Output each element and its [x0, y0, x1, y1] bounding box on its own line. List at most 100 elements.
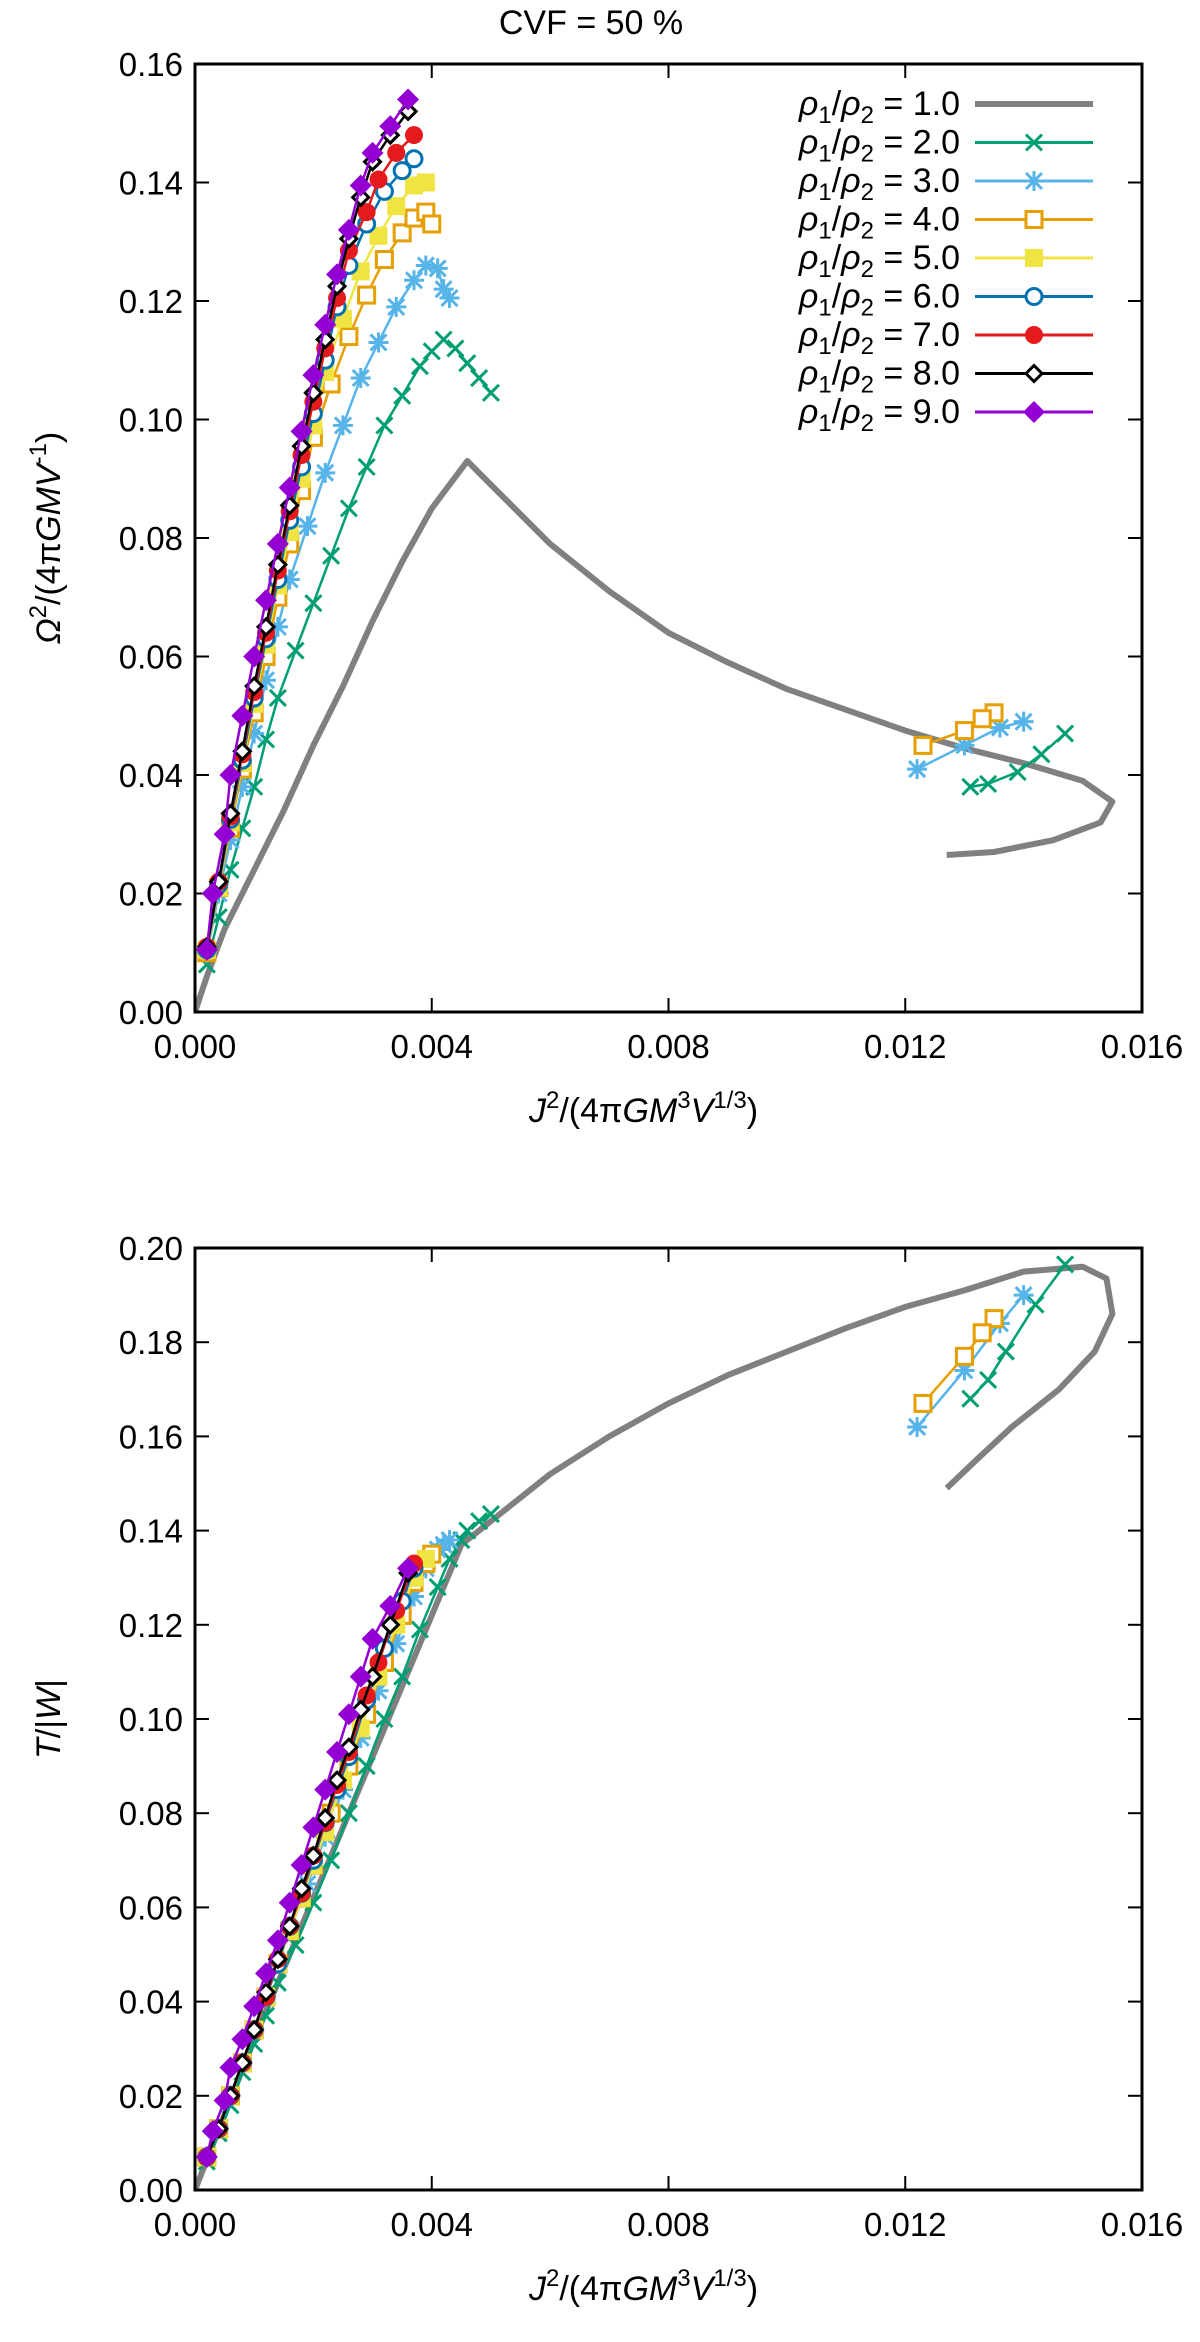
data-point-marker: [213, 2089, 236, 2112]
plot-frame: [193, 1246, 1144, 2192]
data-point-marker: [231, 2028, 254, 2051]
data-point-marker: [244, 723, 265, 744]
data-point-marker: [339, 499, 358, 518]
y-tick-label: 0.12: [119, 283, 183, 320]
y-tick-label: 0.04: [119, 757, 183, 794]
x-tick-label: 0.012: [864, 1028, 947, 1065]
data-point-marker: [380, 1614, 401, 1635]
data-point-marker: [393, 386, 412, 405]
data-point-marker: [267, 616, 288, 637]
data-point-marker: [972, 709, 992, 729]
x-tick-label: 0.004: [390, 2206, 473, 2243]
legend-label: ρ1/ρ2 = 4.0: [798, 201, 960, 245]
data-point-marker: [972, 1323, 992, 1343]
y-axis-label: T/|W|: [30, 1679, 68, 1759]
y-tick-label: 0.16: [119, 1418, 183, 1455]
data-point-marker: [255, 589, 278, 612]
legend-marker: [1023, 363, 1045, 384]
data-point-marker: [302, 1816, 325, 1839]
data-point-marker: [243, 645, 266, 668]
series-3: [196, 1285, 1034, 2168]
data-point-marker: [434, 330, 453, 349]
data-point-marker: [1008, 762, 1027, 782]
data-point-marker: [433, 279, 454, 300]
x-tick-label: 0.008: [627, 2206, 710, 2243]
data-point-marker: [201, 882, 224, 905]
data-point-marker: [349, 174, 372, 197]
data-point-marker: [470, 1512, 489, 1531]
x-tick-label: 0.000: [154, 1028, 237, 1065]
series-9: [195, 1557, 420, 2169]
data-point-marker: [961, 777, 980, 796]
data-point-marker: [954, 1360, 975, 1381]
data-point-marker: [278, 476, 301, 499]
data-point-marker: [303, 1845, 324, 1866]
data-point-marker: [410, 357, 429, 376]
y-tick-label: 0.08: [119, 520, 183, 557]
legend-marker: [1024, 171, 1044, 191]
data-point-marker: [369, 226, 388, 245]
series-9: [195, 88, 420, 961]
data-point-marker: [337, 218, 360, 241]
data-point-marker: [286, 641, 305, 660]
data-point-marker: [357, 285, 377, 305]
x-tick-label: 0.004: [390, 1028, 473, 1065]
data-point-marker: [302, 364, 325, 387]
legend-entry: ρ1/ρ2 = 6.0: [798, 278, 1093, 322]
data-point-marker: [337, 1703, 360, 1726]
y-axis-label: Ω2/(4πGMV-1): [25, 432, 68, 645]
legend-marker: [1024, 210, 1044, 229]
data-point-marker: [913, 1393, 933, 1413]
data-point-marker: [403, 1586, 424, 1607]
data-point-marker: [322, 1851, 341, 1870]
series-line: [195, 458, 1116, 1012]
data-point-marker: [422, 214, 442, 234]
data-point-marker: [326, 263, 349, 286]
data-point-marker: [387, 143, 406, 162]
data-point-marker: [1055, 1255, 1075, 1274]
y-tick-label: 0.02: [119, 2078, 183, 2115]
legend-entry: ρ1/ρ2 = 1.0: [798, 85, 1093, 129]
data-point-marker: [350, 1727, 371, 1748]
data-point-marker: [255, 1962, 278, 1985]
series-2: [197, 1255, 1075, 2171]
series-1: [195, 458, 1116, 1012]
y-tick-label: 0.00: [119, 994, 183, 1031]
data-point-marker: [232, 776, 253, 797]
data-point-marker: [415, 255, 436, 276]
data-point-marker: [339, 327, 359, 347]
y-tick-label: 0.16: [119, 46, 183, 83]
data-point-marker: [368, 1680, 389, 1701]
data-point-marker: [357, 457, 376, 476]
x-tick-label: 0.012: [864, 2206, 947, 2243]
legend-label: ρ1/ρ2 = 9.0: [798, 393, 960, 437]
data-point-marker: [397, 88, 420, 111]
series-line: [195, 1263, 1116, 2190]
data-point-marker: [907, 759, 928, 780]
data-point-marker: [279, 569, 300, 590]
plot-area: [195, 88, 1116, 1012]
data-point-marker: [979, 774, 998, 793]
legend-label: ρ1/ρ2 = 5.0: [798, 239, 960, 283]
legend-marker: [1023, 401, 1045, 423]
x-axis-label: J2/(4πGM3V1/3): [528, 1087, 758, 1130]
y-tick-label: 0.04: [119, 1984, 183, 2021]
data-point-marker: [375, 416, 394, 435]
data-point-marker: [266, 532, 289, 555]
y-tick-label: 0.02: [119, 876, 183, 913]
data-point-marker: [350, 368, 371, 389]
x-axis-label: J2/(4πGM3V1/3): [528, 2265, 758, 2308]
data-point-marker: [357, 203, 376, 222]
y-tick-label: 0.10: [119, 402, 183, 439]
legend-label: ρ1/ρ2 = 1.0: [798, 85, 960, 129]
data-point-marker: [979, 1370, 998, 1389]
data-point-marker: [290, 1854, 313, 1877]
data-point-marker: [315, 329, 336, 350]
legend-marker: [1024, 287, 1044, 306]
data-point-marker: [326, 276, 348, 297]
data-point-marker: [984, 1309, 1004, 1329]
data-point-marker: [332, 415, 353, 436]
data-point-marker: [989, 717, 1010, 738]
